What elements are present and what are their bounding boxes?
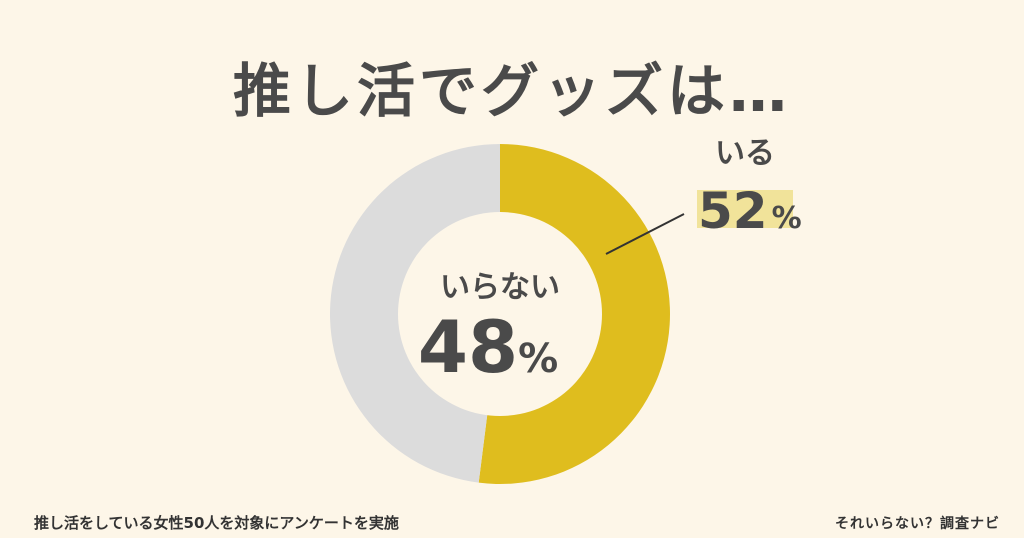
brand-logo-text: それいらない？調査ナビ xyxy=(835,516,1000,532)
footnote: 推し活をしている女性50人を対象にアンケートを実施 xyxy=(34,514,399,532)
highlight-iru xyxy=(697,190,793,228)
value-iranai: 48 xyxy=(418,305,518,389)
leader-line xyxy=(605,213,685,255)
value-iru: 52 xyxy=(698,182,768,240)
unit-iru: % xyxy=(772,201,802,236)
unit-iranai: % xyxy=(518,336,558,382)
label-iranai-value: 48% xyxy=(418,305,558,389)
donut-hole xyxy=(398,212,602,416)
chart-title: 推し活でグッズは… xyxy=(232,57,791,125)
label-iranai-name: いらない xyxy=(440,270,560,305)
label-iru-name: いる xyxy=(715,136,775,171)
label-iru-value: 52% xyxy=(698,182,802,240)
